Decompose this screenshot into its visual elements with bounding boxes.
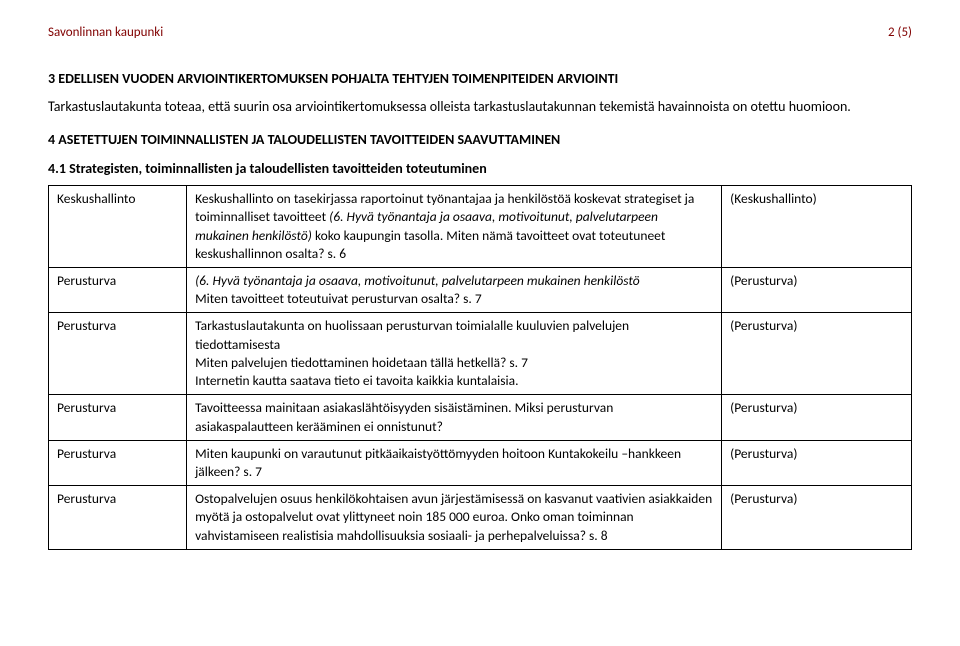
table-row: Keskushallinto Keskushallinto on tasekir… [49,186,912,268]
table-row: Perusturva Ostopalvelujen osuus henkilök… [49,486,912,550]
finding-text: Internetin kautta saatava tieto ei tavoi… [195,372,518,389]
section-4-sub: 4.1 Strategisten, toiminnallisten ja tal… [48,160,912,179]
cell-owner: (Perusturva) [722,313,912,395]
finding-italic: (6. Hyvä työnantaja ja osaava, motivoitu… [195,272,640,289]
cell-unit: Perusturva [49,395,187,440]
cell-unit: Keskushallinto [49,186,187,268]
cell-owner: (Perusturva) [722,486,912,550]
cell-unit: Perusturva [49,440,187,485]
table-row: Perusturva (6. Hyvä työnantaja ja osaava… [49,267,912,312]
finding-text: Tavoitteessa mainitaan asiakaslähtöisyyd… [195,399,613,434]
cell-unit: Perusturva [49,486,187,550]
table-row: Perusturva Tarkastuslautakunta on huolis… [49,313,912,395]
cell-finding: Miten kaupunki on varautunut pitkäaikais… [187,440,722,485]
cell-finding: Keskushallinto on tasekirjassa raportoin… [187,186,722,268]
cell-finding: Ostopalvelujen osuus henkilökohtaisen av… [187,486,722,550]
table-row: Perusturva Miten kaupunki on varautunut … [49,440,912,485]
cell-owner: (Perusturva) [722,267,912,312]
cell-finding: Tarkastuslautakunta on huolissaan perust… [187,313,722,395]
cell-finding: Tavoitteessa mainitaan asiakaslähtöisyyd… [187,395,722,440]
cell-finding: (6. Hyvä työnantaja ja osaava, motivoitu… [187,267,722,312]
findings-table: Keskushallinto Keskushallinto on tasekir… [48,185,912,550]
finding-text: Miten tavoitteet toteutuivat perusturvan… [195,290,482,307]
finding-text: Ostopalvelujen osuus henkilökohtaisen av… [195,490,712,543]
cell-unit: Perusturva [49,313,187,395]
section-3-title: 3 EDELLISEN VUODEN ARVIOINTIKERTOMUKSEN … [48,70,912,89]
page-header: Savonlinnan kaupunki 2 (5) [48,24,912,42]
section-4-title: 4 ASETETTUJEN TOIMINNALLISTEN JA TALOUDE… [48,131,912,150]
cell-owner: (Perusturva) [722,395,912,440]
header-right: 2 (5) [888,24,912,42]
finding-text: Miten kaupunki on varautunut pitkäaikais… [195,445,681,480]
cell-unit: Perusturva [49,267,187,312]
table-row: Perusturva Tavoitteessa mainitaan asiaka… [49,395,912,440]
finding-text: Miten palvelujen tiedottaminen hoidetaan… [195,354,528,371]
cell-owner: (Keskushallinto) [722,186,912,268]
section-3-body: Tarkastuslautakunta toteaa, että suurin … [48,98,912,117]
finding-text: Tarkastuslautakunta on huolissaan perust… [195,317,629,352]
cell-owner: (Perusturva) [722,440,912,485]
header-left: Savonlinnan kaupunki [48,24,163,42]
